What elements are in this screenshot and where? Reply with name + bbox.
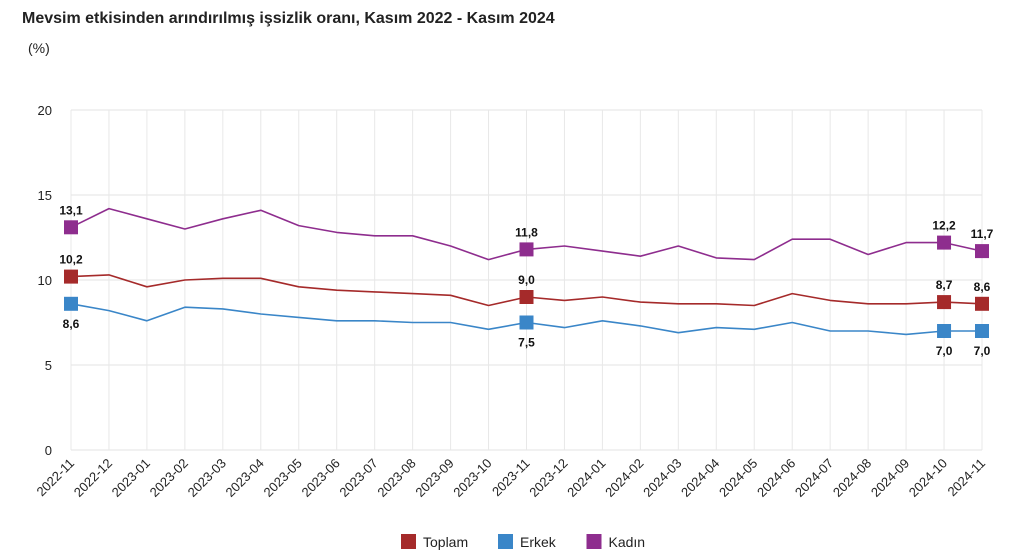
- y-axis-ticks: 0 5 10 15 20: [38, 103, 52, 458]
- x-tick-label: 2024-02: [602, 456, 646, 500]
- data-label-erkek: 7,0: [974, 344, 991, 358]
- legend-label-toplam: Toplam: [423, 534, 468, 550]
- x-axis-ticks: 2022-112022-122023-012023-022023-032023-…: [33, 456, 988, 500]
- data-marker-toplam: [937, 295, 952, 310]
- data-marker-toplam: [64, 269, 78, 284]
- y-tick-label: 15: [38, 188, 52, 203]
- x-tick-label: 2023-02: [147, 456, 191, 500]
- data-marker-kadın: [64, 220, 78, 235]
- y-tick-label: 0: [45, 443, 52, 458]
- x-tick-label: 2024-06: [754, 456, 798, 500]
- x-tick-label: 2023-12: [526, 456, 570, 500]
- x-tick-label: 2024-03: [640, 456, 684, 500]
- data-label-toplam: 10,2: [59, 253, 83, 267]
- legend: Toplam Erkek Kadın: [401, 534, 645, 550]
- x-tick-label: 2024-04: [678, 456, 722, 500]
- x-tick-label: 2023-06: [298, 456, 342, 500]
- data-label-erkek: 8,6: [63, 317, 80, 331]
- x-tick-label: 2024-01: [564, 456, 608, 500]
- data-label-toplam: 9,0: [518, 273, 535, 287]
- legend-label-kadın: Kadın: [609, 534, 646, 550]
- x-tick-label: 2023-01: [109, 456, 153, 500]
- x-tick-label: 2023-10: [450, 456, 494, 500]
- x-tick-label: 2023-07: [336, 456, 380, 500]
- data-label-erkek: 7,0: [936, 344, 953, 358]
- data-marker-erkek: [937, 324, 952, 338]
- data-marker-toplam: [975, 296, 989, 311]
- data-marker-erkek: [64, 296, 78, 311]
- x-tick-label: 2023-05: [261, 456, 305, 500]
- x-tick-label: 2024-05: [716, 456, 760, 500]
- y-tick-label: 20: [38, 103, 52, 118]
- x-tick-label: 2022-11: [33, 456, 77, 500]
- grid-lines: [70, 109, 983, 451]
- data-marker-erkek: [975, 324, 989, 338]
- x-tick-label: 2023-09: [412, 456, 456, 500]
- series-group: 10,2 9,0 8,7 8,6 8,6 7,5 7,0 7,0 13,1 11,8 12,2 11,…: [59, 203, 993, 358]
- chart-subtitle: (%): [28, 40, 50, 56]
- x-tick-label: 2023-08: [374, 456, 418, 500]
- data-label-erkek: 7,5: [518, 336, 535, 350]
- data-marker-kadın: [519, 242, 534, 257]
- x-tick-label: 2024-10: [906, 456, 950, 500]
- data-label-kadın: 13,1: [59, 203, 83, 217]
- y-tick-label: 5: [45, 358, 52, 373]
- y-tick-label: 10: [38, 273, 52, 288]
- data-marker-toplam: [519, 290, 534, 304]
- x-tick-label: 2024-11: [944, 456, 988, 500]
- data-label-kadın: 12,2: [932, 219, 956, 233]
- legend-swatch-erkek: [498, 534, 513, 549]
- legend-label-erkek: Erkek: [520, 534, 557, 550]
- x-tick-label: 2023-11: [489, 456, 533, 500]
- legend-swatch-toplam: [401, 534, 416, 549]
- data-label-kadın: 11,8: [515, 225, 538, 239]
- data-label-toplam: 8,6: [974, 280, 991, 294]
- data-label-toplam: 8,7: [936, 278, 953, 292]
- data-label-kadın: 11,7: [971, 227, 994, 241]
- x-tick-label: 2023-03: [185, 456, 229, 500]
- x-tick-label: 2024-09: [868, 456, 912, 500]
- data-marker-kadın: [937, 235, 952, 250]
- chart-title: Mevsim etkisinden arındırılmış işsizlik …: [22, 10, 555, 27]
- x-tick-label: 2023-04: [223, 456, 267, 500]
- data-marker-kadın: [975, 244, 989, 259]
- x-tick-label: 2024-07: [792, 456, 836, 500]
- x-tick-label: 2022-12: [71, 456, 115, 500]
- x-tick-label: 2024-08: [830, 456, 874, 500]
- data-marker-erkek: [519, 315, 534, 330]
- legend-swatch-kadın: [586, 534, 602, 549]
